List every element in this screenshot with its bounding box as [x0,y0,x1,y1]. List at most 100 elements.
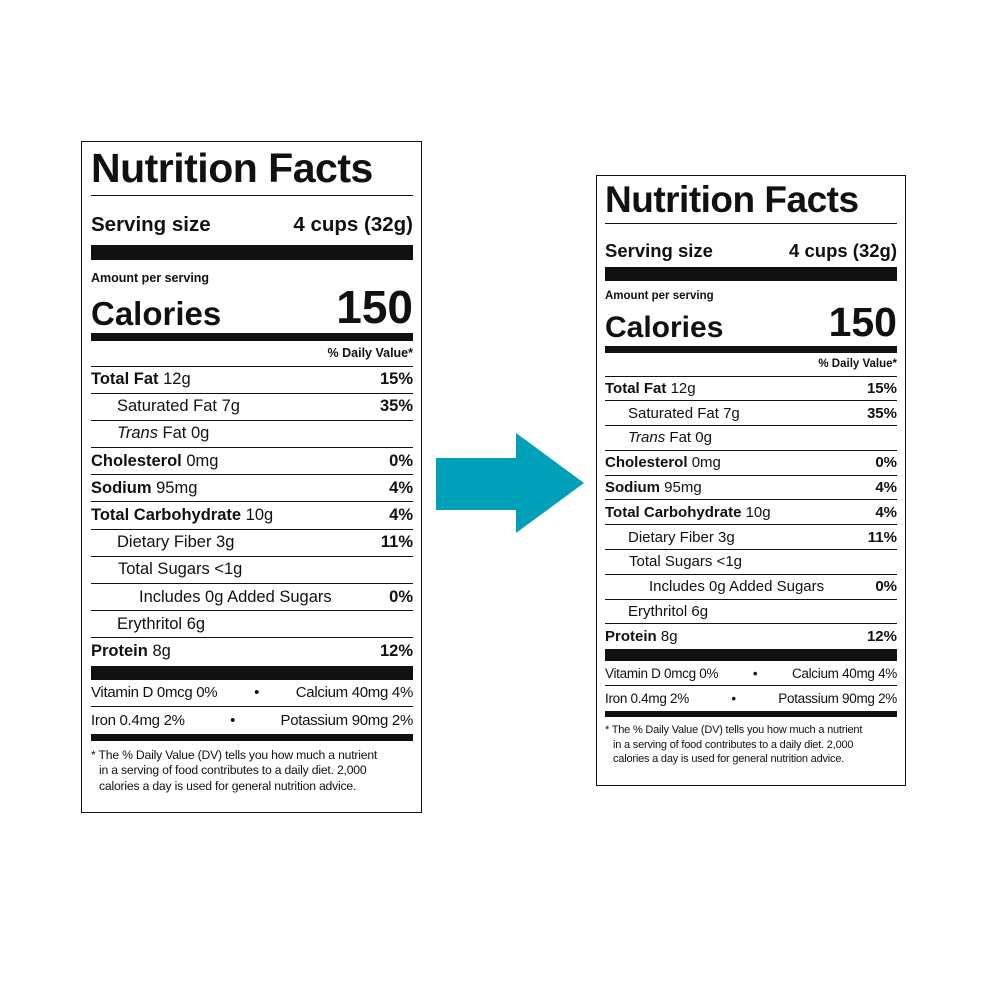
nutrient-amount: 7g [723,404,740,422]
nutrient-name: Total Fat [605,379,667,397]
amount-per-serving: Amount per serving [605,289,714,302]
nutrient-name: Erythritol [628,603,688,621]
nutrient-amount: 95mg [664,479,702,497]
nutrient-dv: 35% [866,404,897,422]
bullet-separator: • [731,691,736,707]
vitamin-row-1: Vitamin D 0mcg 0% • Calcium 40mg 4% [91,680,413,707]
nutrient-name-suffix: Fat [669,429,692,447]
nutrient-name: Trans [628,429,666,447]
serving-size-label: Serving size [91,213,211,236]
calories-label: Calories [605,311,724,344]
nutrient-name-suffix: Fat [162,424,187,443]
nutrient-name: Trans [117,424,158,443]
serving-size-label: Serving size [605,240,713,261]
nutrient-name: Dietary Fiber [117,533,212,552]
label-title: Nutrition Facts [91,148,413,196]
serving-size-row: Serving size 4 cups (32g) [91,196,413,245]
nutrient-amount: 0g [190,424,210,443]
nutrient-name: Total Sugars [118,560,210,579]
nutrient-name: Includes 0g Added Sugars [139,587,332,606]
nutrient-name: Total Carbohydrate [91,506,242,525]
calories-row: Calories 150 [605,302,897,346]
nutrition-label-resized: Nutrition Facts Serving size 4 cups (32g… [596,175,906,786]
nutrient-name: Saturated Fat [628,404,719,422]
nutrient-dv: 11% [380,533,413,552]
daily-value-footnote: * The % Daily Value (DV) tells you how m… [605,717,897,766]
calories-value: 150 [336,281,413,333]
vitamin-row-2: Iron 0.4mg 2% • Potassium 90mg 2% [605,686,897,711]
nutrient-row-total-sugars: Total Sugars <1g [91,557,413,584]
nutrient-row-total-fat: Total Fat 12g 15% [605,377,897,402]
serving-size-value: 4 cups (32g) [789,240,897,261]
nutrient-row-sodium: Sodium 95mg 4% [91,475,413,503]
bullet-separator: • [752,665,758,681]
nutrient-amount: 7g [221,397,240,416]
nutrient-amount: 12g [163,370,191,389]
nutrient-dv: 0% [875,578,897,596]
nutrient-amount: 3g [718,528,735,546]
vitamin-d: Vitamin D 0mcg 0% [605,665,719,681]
nutrient-amount: <1g [716,553,743,571]
calcium: Calcium 40mg 4% [791,665,897,681]
nutrient-dv: 0% [875,454,897,472]
nutrient-amount: 0g [695,429,712,447]
medium-divider [91,733,413,741]
nutrient-name: Cholesterol [91,451,182,470]
nutrient-row-cholesterol: Cholesterol 0mg 0% [91,448,413,476]
nutrient-row-total-carbohydrate: Total Carbohydrate 10g 4% [91,502,413,530]
thick-divider [605,266,897,281]
nutrient-name: Total Sugars [629,553,713,571]
nutrient-dv: 12% [866,628,897,646]
nutrient-name: Erythritol [117,614,183,633]
nutrient-row-dietary-fiber: Dietary Fiber 3g 11% [605,525,897,551]
nutrient-amount: 0mg [691,454,721,472]
nutrient-dv: 4% [389,506,413,525]
label-title: Nutrition Facts [605,181,897,224]
arrow-right-icon [436,433,584,533]
nutrient-dv: 0% [389,451,413,470]
nutrient-name: Sodium [91,478,152,497]
potassium: Potassium 90mg 2% [778,691,897,707]
nutrient-dv: 35% [379,397,413,416]
nutrient-dv: 4% [389,478,413,497]
nutrient-amount: 3g [216,533,235,552]
nutrient-row-trans-fat: Trans Fat 0g [605,426,897,451]
medium-divider [605,346,897,353]
iron: Iron 0.4mg 2% [91,711,185,729]
footnote-line: calories a day is used for general nutri… [613,752,845,765]
calories-row: Calories 150 [91,284,413,333]
calories-value: 150 [828,299,897,345]
nutrient-row-erythritol: Erythritol 6g [605,600,897,625]
serving-size-row: Serving size 4 cups (32g) [605,224,897,267]
footnote-line: * The % Daily Value (DV) tells you how m… [605,724,863,737]
nutrient-amount: 12g [670,379,696,397]
nutrient-dv: 15% [379,370,413,389]
iron: Iron 0.4mg 2% [605,691,689,707]
footnote-line: in a serving of food contributes to a da… [99,763,367,778]
thick-divider [91,244,413,260]
nutrient-dv: 0% [389,587,413,606]
nutrient-name: Protein [91,642,148,661]
nutrient-row-saturated-fat: Saturated Fat 7g 35% [91,394,413,421]
nutrient-amount: <1g [214,560,243,579]
vitamin-row-2: Iron 0.4mg 2% • Potassium 90mg 2% [91,707,413,734]
nutrition-label-original: Nutrition Facts Serving size 4 cups (32g… [81,141,422,813]
nutrient-name: Includes 0g Added Sugars [649,578,825,596]
nutrient-name: Cholesterol [605,454,688,472]
nutrient-row-erythritol: Erythritol 6g [91,611,413,639]
nutrient-amount: 6g [186,614,206,633]
daily-value-header: % Daily Value* [91,341,413,367]
nutrient-amount: 0mg [186,451,219,470]
bullet-separator: • [254,684,260,702]
nutrient-row-added-sugars: Includes 0g Added Sugars 0% [91,584,413,612]
nutrient-amount: 8g [660,628,678,646]
nutrient-row-added-sugars: Includes 0g Added Sugars 0% [605,575,897,600]
nutrient-amount: 6g [691,603,709,621]
nutrient-amount: 10g [745,503,771,521]
calcium: Calcium 40mg 4% [295,684,414,702]
nutrient-amount: 8g [152,642,171,661]
footnote-line: * The % Daily Value (DV) tells you how m… [91,747,378,762]
nutrient-dv: 15% [866,379,897,397]
medium-divider [605,711,897,718]
daily-value-footnote: * The % Daily Value (DV) tells you how m… [91,741,413,796]
